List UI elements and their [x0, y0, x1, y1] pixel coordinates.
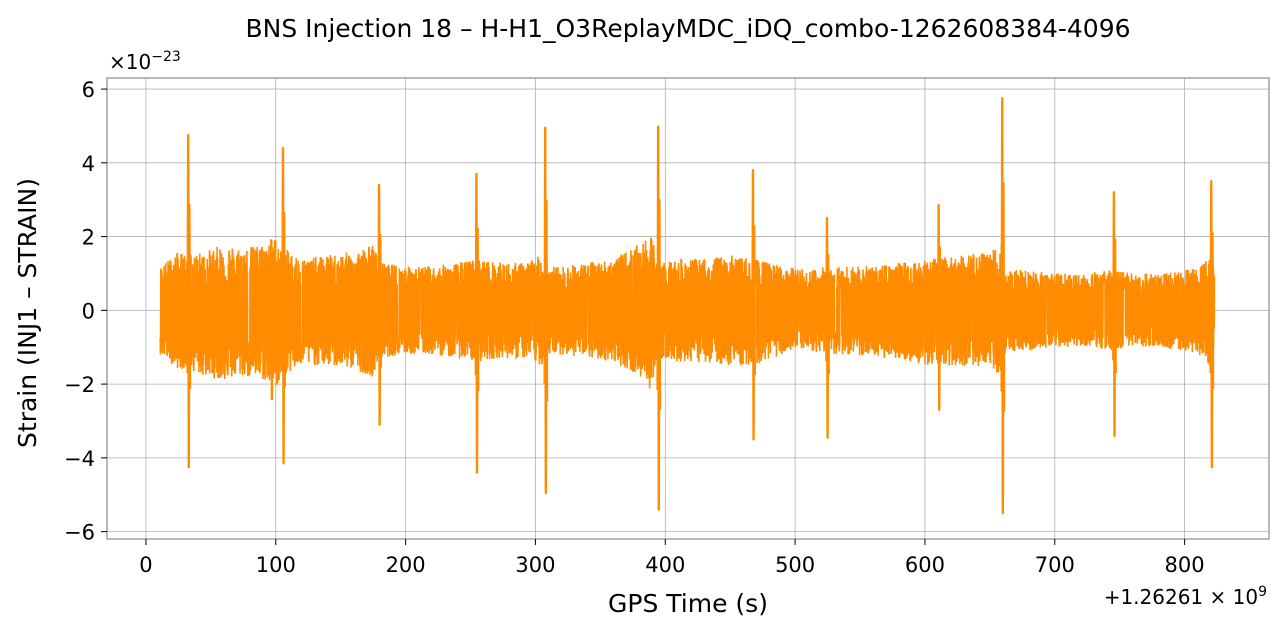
y-tick-label: 6: [82, 78, 95, 102]
y-tick-label: 4: [82, 152, 95, 176]
x-tick-label: 0: [139, 553, 152, 577]
glitch-spike: [186, 133, 192, 469]
chart-title: BNS Injection 18 – H-H1_O3ReplayMDC_iDQ_…: [245, 14, 1130, 43]
y-scale-label: ×10−23: [109, 49, 181, 74]
plot-frame: [106, 77, 1270, 540]
x-offset-label: +1.26261 × 109: [1104, 584, 1267, 609]
glitch-spike: [825, 216, 830, 439]
x-axis-label: GPS Time (s): [608, 589, 768, 618]
glitch-spike: [1112, 191, 1117, 437]
glitch-spike: [269, 239, 275, 401]
y-tick-label: −4: [64, 447, 95, 471]
glitch-spike: [656, 125, 662, 511]
strain-series-line: [159, 237, 1216, 389]
grid-layer: [107, 78, 1269, 539]
glitch-spike: [1209, 180, 1215, 469]
y-tick-label: 2: [82, 226, 95, 250]
x-tick-label: 100: [256, 553, 296, 577]
data-layer: [159, 97, 1216, 515]
y-tick-label: −6: [64, 521, 95, 545]
glitch-spike: [377, 183, 383, 426]
glitch-spike: [543, 126, 549, 495]
x-tick-label: 200: [386, 553, 426, 577]
glitch-spike: [1000, 97, 1006, 515]
glitch-spike: [751, 169, 756, 441]
x-tick-label: 400: [645, 553, 685, 577]
glitch-spike: [936, 204, 942, 412]
y-tick-label: −2: [64, 373, 95, 397]
glitch-spike: [474, 172, 480, 474]
x-tick-label: 800: [1165, 553, 1205, 577]
x-tick-label: 500: [775, 553, 815, 577]
y-axis-label: Strain (INJ1 – STRAIN): [13, 178, 42, 448]
tick-layer: 0 100 200 300 400 500 600 700 800 −6 −4 −2 0 2 4 6: [64, 78, 1205, 577]
x-tick-label: 300: [515, 553, 555, 577]
glitch-spike: [281, 146, 286, 465]
y-tick-label: 0: [82, 299, 95, 323]
x-tick-label: 600: [905, 553, 945, 577]
x-tick-label: 700: [1035, 553, 1075, 577]
